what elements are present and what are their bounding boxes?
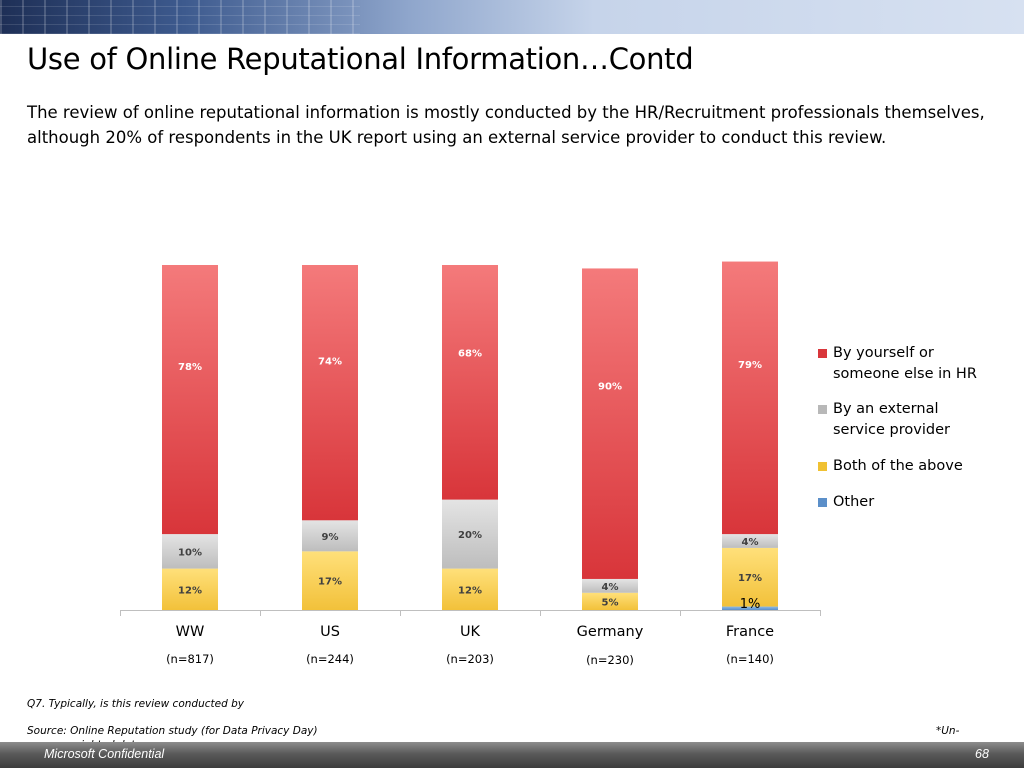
legend-item-both-of-the-above: Both of the above [818, 456, 983, 477]
data-label-france-by-an-external-service-provider: 4% [742, 537, 759, 548]
bar-ww-by-an-external-service-provider [162, 534, 218, 569]
legend-label: By yourself or someone else in HR [833, 345, 977, 382]
category-label-uk: UK [460, 624, 481, 640]
bar-france-by-an-external-service-provider [722, 534, 778, 548]
data-label-germany-both-of-the-above: 5% [602, 597, 619, 608]
category-label-germany: Germany [577, 624, 644, 640]
data-label-us-both-of-the-above: 17% [318, 577, 342, 588]
data-label-ww-both-of-the-above: 12% [178, 585, 202, 596]
category-label-france: France [726, 624, 774, 640]
bar-ww-by-yourself-or-someone-else-in-hr [162, 265, 218, 535]
slide-title: Use of Online Reputational Information…C… [27, 42, 694, 76]
confidential-label: Microsoft Confidential [44, 747, 165, 761]
header-banner-pattern [0, 0, 360, 34]
data-label-france-other: 1% [740, 597, 761, 612]
legend-item-by-an-external-service-provider: By an external service provider [818, 399, 983, 441]
bar-ww-both-of-the-above [162, 568, 218, 610]
legend-swatch [818, 349, 827, 358]
data-label-us-by-yourself-or-someone-else-in-hr: 74% [318, 357, 342, 368]
legend-item-by-yourself-or-someone-else-in-hr: By yourself or someone else in HR [818, 343, 983, 385]
bar-us-by-yourself-or-someone-else-in-hr [302, 265, 358, 521]
page-number: 68 [975, 747, 989, 761]
data-label-germany-by-an-external-service-provider: 4% [602, 582, 619, 593]
source-footnote: Source: Online Reputation study (for Dat… [27, 725, 318, 737]
data-label-france-both-of-the-above: 17% [738, 573, 762, 584]
bar-france-both-of-the-above [722, 547, 778, 607]
sample-size-us: (n=244) [306, 652, 354, 666]
stacked-bar-chart: 12% 10% 78% WW (n=817) 17% 9% 74% US (n=244) 12% 20… [120, 261, 821, 667]
sample-size-uk: (n=203) [446, 652, 494, 666]
bar-us-both-of-the-above [302, 551, 358, 610]
data-label-uk-by-an-external-service-provider: 20% [458, 530, 482, 541]
legend-label: Other [833, 494, 875, 510]
legend-swatch [818, 498, 827, 507]
sample-size-germany: (n=230) [586, 653, 634, 667]
data-label-france-by-yourself-or-someone-else-in-hr: 79% [738, 360, 762, 371]
data-label-germany-by-yourself-or-someone-else-in-hr: 90% [598, 382, 622, 393]
data-label-uk-both-of-the-above: 12% [458, 585, 482, 596]
legend-item-other: Other [818, 492, 983, 513]
legend-label: By an external service provider [833, 401, 950, 438]
bar-france-other [722, 606, 778, 610]
question-footnote: Q7. Typically, is this review conducted … [27, 698, 244, 710]
sample-size-france: (n=140) [726, 652, 774, 666]
data-label-uk-by-yourself-or-someone-else-in-hr: 68% [458, 348, 482, 359]
legend-label: Both of the above [833, 458, 963, 474]
bar-uk-both-of-the-above [442, 568, 498, 610]
category-label-ww: WW [176, 624, 205, 640]
data-label-ww-by-yourself-or-someone-else-in-hr: 78% [178, 362, 202, 373]
bar-germany-by-yourself-or-someone-else-in-hr [582, 268, 638, 579]
legend-swatch [818, 462, 827, 471]
legend-swatch [818, 405, 827, 414]
header-banner [0, 0, 1024, 34]
bar-germany-both-of-the-above [582, 592, 638, 610]
sample-size-ww: (n=817) [166, 652, 214, 666]
data-label-ww-by-an-external-service-provider: 10% [178, 547, 202, 558]
category-label-us: US [320, 624, 340, 640]
data-label-us-by-an-external-service-provider: 9% [322, 532, 339, 543]
footer-bar [0, 742, 1024, 768]
weighting-note: *Un- [936, 725, 960, 737]
bar-france-by-yourself-or-someone-else-in-hr [722, 261, 778, 535]
bar-germany-by-an-external-service-provider [582, 578, 638, 593]
slide-subtitle: The review of online reputational inform… [27, 103, 985, 147]
bar-us-by-an-external-service-provider [302, 520, 358, 552]
bar-uk-by-yourself-or-someone-else-in-hr [442, 265, 498, 500]
bar-uk-by-an-external-service-provider [442, 499, 498, 569]
